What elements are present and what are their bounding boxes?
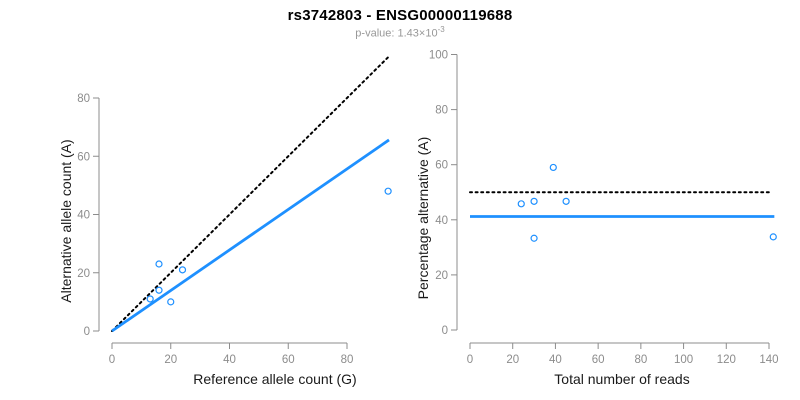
percentage-scatter: 0 20 40 60 80 100 0 20 40 60 80 100 120 140 Total numb…	[415, 50, 779, 388]
x-tick-label: 0	[109, 354, 115, 366]
y-tick-label: 60	[77, 151, 90, 163]
y-tick-label: 20	[435, 270, 448, 282]
y-tick-label: 20	[77, 268, 90, 280]
plot-subtitle: p-value: 1.43×10-3	[0, 25, 800, 40]
pvalue-exponent: -3	[437, 25, 445, 34]
pvalue-text: p-value: 1.43×10	[355, 27, 438, 40]
data-point	[769, 233, 777, 241]
data-point	[146, 295, 154, 303]
y-tick-label: 0	[442, 325, 448, 337]
allele-count-scatter: 0 20 40 60 80 0 20 40 60 80 Reference allele count…	[58, 55, 392, 387]
y-axis-label: Percentage alternative (A)	[415, 137, 431, 300]
data-point	[562, 197, 570, 205]
x-tick-label: 40	[549, 354, 562, 366]
plot-title: rs3742803 - ENSG00000119688	[287, 7, 513, 24]
x-tick-label: 0	[467, 354, 473, 366]
x-tick-label: 60	[592, 354, 605, 366]
y-tick-label: 80	[435, 105, 448, 117]
y-tick-label: 60	[435, 160, 448, 172]
data-point	[167, 298, 175, 306]
x-tick-label: 40	[223, 354, 236, 366]
data-point	[155, 260, 163, 268]
data-point	[178, 266, 187, 274]
data-point	[517, 200, 525, 208]
y-tick-label: 100	[429, 50, 448, 62]
regression-line	[111, 138, 390, 333]
y-axis-label: Alternative allele count (A)	[58, 139, 74, 302]
x-tick-label: 120	[717, 354, 736, 366]
y-tick-label: 40	[77, 210, 90, 222]
data-point	[530, 234, 538, 242]
data-point	[549, 163, 557, 172]
x-tick-label: 20	[164, 354, 177, 366]
x-axis-label: Reference allele count (G)	[193, 371, 356, 387]
x-tick-label: 80	[634, 354, 647, 366]
x-tick-label: 100	[674, 354, 693, 366]
data-point	[384, 187, 392, 195]
y-tick-label: 80	[77, 93, 90, 105]
identity-line	[111, 55, 391, 332]
y-tick-label: 40	[435, 215, 448, 227]
x-tick-label: 20	[506, 354, 519, 366]
x-tick-label: 80	[341, 354, 354, 366]
y-tick-label: 0	[84, 326, 90, 338]
x-tick-label: 60	[282, 354, 295, 366]
data-point	[155, 286, 163, 294]
x-axis-label: Total number of reads	[554, 371, 689, 387]
data-point	[530, 197, 538, 205]
x-tick-label: 140	[759, 354, 778, 366]
